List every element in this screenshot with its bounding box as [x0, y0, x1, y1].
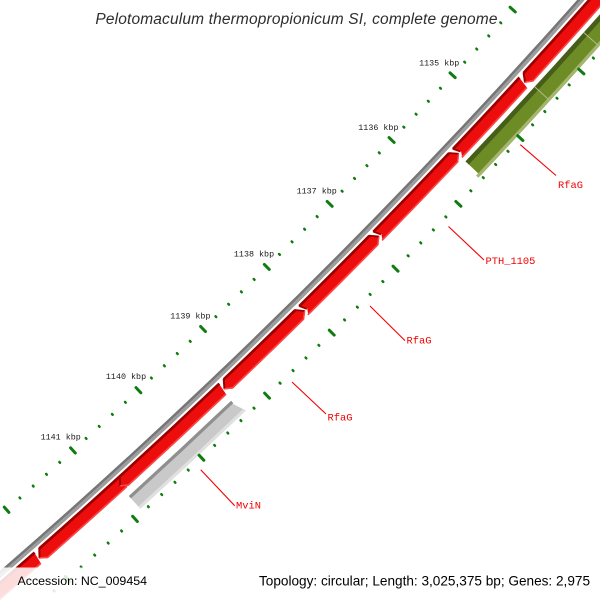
- svg-text:RfaG: RfaG: [558, 180, 583, 192]
- svg-text:Pelotomaculum thermopropionicu: Pelotomaculum thermopropionicum SI, comp…: [95, 11, 497, 28]
- svg-text:Topology: circular; Length: 3,: Topology: circular; Length: 3,025,375 bp…: [259, 574, 590, 589]
- svg-text:RfaG: RfaG: [407, 335, 432, 347]
- svg-text:1136 kbp: 1136 kbp: [358, 123, 398, 133]
- svg-text:1135 kbp: 1135 kbp: [419, 58, 459, 68]
- svg-text:RfaG: RfaG: [328, 413, 353, 425]
- svg-text:1137 kbp: 1137 kbp: [297, 187, 337, 197]
- svg-text:1138 kbp: 1138 kbp: [234, 249, 274, 259]
- svg-text:Accession: NC_009454: Accession: NC_009454: [18, 574, 148, 588]
- svg-text:MviN: MviN: [236, 500, 261, 512]
- svg-text:1141 kbp: 1141 kbp: [41, 432, 81, 442]
- svg-text:1139 kbp: 1139 kbp: [170, 311, 210, 321]
- svg-text:PTH_1105: PTH_1105: [486, 256, 536, 268]
- svg-text:1140 kbp: 1140 kbp: [106, 372, 146, 382]
